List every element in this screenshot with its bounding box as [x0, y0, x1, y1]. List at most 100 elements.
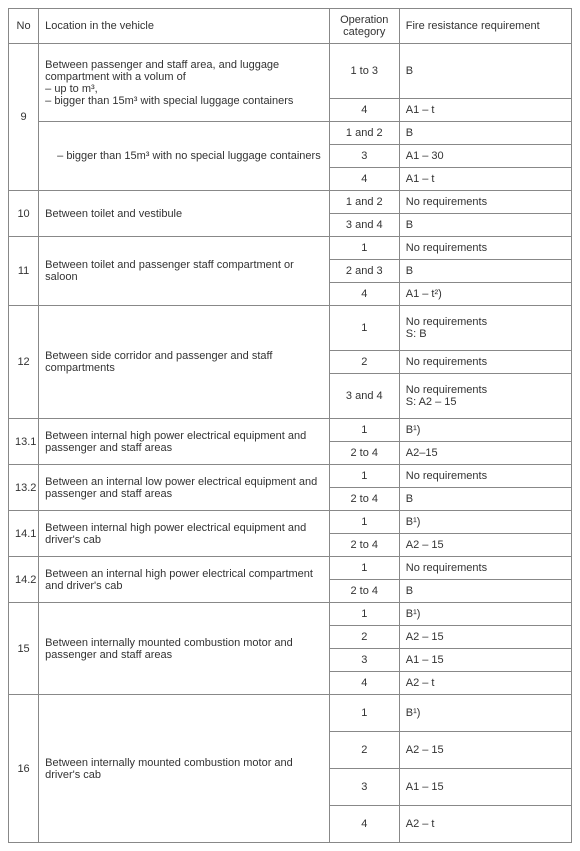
cell-fire: A1 – 15 [399, 769, 571, 806]
cell-fire: No requirementsS: A2 – 15 [399, 374, 571, 419]
cell-fire: A2 – t [399, 672, 571, 695]
cell-no: 9 [9, 44, 39, 191]
table-row: – bigger than 15m³ with no special lugga… [9, 122, 572, 145]
cell-op: 3 [329, 649, 399, 672]
cell-no: 14.2 [9, 557, 39, 603]
cell-loc: Between internal high power electrical e… [39, 419, 330, 465]
cell-op: 2 [329, 626, 399, 649]
cell-no: 14.1 [9, 511, 39, 557]
cell-fire: B [399, 214, 571, 237]
cell-op: 3 [329, 769, 399, 806]
cell-op: 1 to 3 [329, 44, 399, 99]
cell-fire: No requirementsS: B [399, 306, 571, 351]
cell-op: 4 [329, 672, 399, 695]
cell-fire: A2 – 15 [399, 626, 571, 649]
cell-fire: A2–15 [399, 442, 571, 465]
table-row: 13.2 Between an internal low power elect… [9, 465, 572, 488]
cell-no: 13.1 [9, 419, 39, 465]
cell-fire: No requirements [399, 237, 571, 260]
cell-fire: A1 – t [399, 168, 571, 191]
cell-op: 2 and 3 [329, 260, 399, 283]
hdr-fire: Fire resistance requirement [399, 9, 571, 44]
cell-op: 1 [329, 237, 399, 260]
cell-op: 3 and 4 [329, 214, 399, 237]
cell-loc: Between toilet and passenger staff compa… [39, 237, 330, 306]
cell-loc: Between toilet and vestibule [39, 191, 330, 237]
cell-loc: – bigger than 15m³ with no special lugga… [39, 122, 330, 191]
cell-fire: B [399, 260, 571, 283]
cell-no: 15 [9, 603, 39, 695]
table-row: 9 Between passenger and staff area, and … [9, 44, 572, 99]
table-row: 13.1 Between internal high power electri… [9, 419, 572, 442]
cell-op: 2 to 4 [329, 488, 399, 511]
cell-fire: B¹) [399, 419, 571, 442]
cell-loc: Between an internal low power electrical… [39, 465, 330, 511]
table-row: 11 Between toilet and passenger staff co… [9, 237, 572, 260]
table-header-row: No Location in the vehicle Operation cat… [9, 9, 572, 44]
cell-loc: Between side corridor and passenger and … [39, 306, 330, 419]
cell-no: 12 [9, 306, 39, 419]
cell-fire: A1 – t²) [399, 283, 571, 306]
table-row: 14.1 Between internal high power electri… [9, 511, 572, 534]
cell-op: 2 to 4 [329, 580, 399, 603]
cell-op: 1 [329, 419, 399, 442]
hdr-loc: Location in the vehicle [39, 9, 330, 44]
cell-op: 1 and 2 [329, 191, 399, 214]
cell-fire: No requirements [399, 351, 571, 374]
cell-op: 1 [329, 695, 399, 732]
cell-fire: A1 – 30 [399, 145, 571, 168]
table-row: 12 Between side corridor and passenger a… [9, 306, 572, 351]
table-row: 16 Between internally mounted combustion… [9, 695, 572, 732]
cell-fire: A1 – t [399, 99, 571, 122]
cell-fire: B [399, 44, 571, 99]
hdr-op: Operation category [329, 9, 399, 44]
cell-fire: B [399, 122, 571, 145]
text: – bigger than 15m³ with special luggage … [45, 95, 293, 107]
cell-no: 13.2 [9, 465, 39, 511]
cell-fire: B¹) [399, 695, 571, 732]
cell-op: 1 [329, 465, 399, 488]
cell-fire: B¹) [399, 603, 571, 626]
cell-op: 3 and 4 [329, 374, 399, 419]
cell-op: 4 [329, 806, 399, 843]
cell-op: 4 [329, 99, 399, 122]
cell-op: 1 [329, 306, 399, 351]
text: – bigger than 15m³ with no special lugga… [45, 150, 323, 162]
cell-op: 2 [329, 351, 399, 374]
cell-op: 1 and 2 [329, 122, 399, 145]
cell-loc: Between internally mounted combustion mo… [39, 603, 330, 695]
table-row: 10 Between toilet and vestibule 1 and 2 … [9, 191, 572, 214]
cell-op: 1 [329, 603, 399, 626]
cell-fire: A2 – t [399, 806, 571, 843]
cell-fire: A1 – 15 [399, 649, 571, 672]
cell-fire: No requirements [399, 557, 571, 580]
cell-loc: Between internally mounted combustion mo… [39, 695, 330, 843]
cell-loc: Between an internal high power electrica… [39, 557, 330, 603]
cell-fire: No requirements [399, 465, 571, 488]
cell-op: 3 [329, 145, 399, 168]
cell-op: 1 [329, 557, 399, 580]
text: Between passenger and staff area, and lu… [45, 59, 279, 83]
cell-op: 2 to 4 [329, 534, 399, 557]
cell-op: 4 [329, 168, 399, 191]
fire-requirements-table: No Location in the vehicle Operation cat… [8, 8, 572, 843]
table-row: 14.2 Between an internal high power elec… [9, 557, 572, 580]
cell-op: 2 [329, 732, 399, 769]
cell-op: 1 [329, 511, 399, 534]
cell-fire: B [399, 488, 571, 511]
cell-fire: A2 – 15 [399, 732, 571, 769]
cell-no: 11 [9, 237, 39, 306]
cell-op: 4 [329, 283, 399, 306]
cell-fire: B [399, 580, 571, 603]
cell-fire: B¹) [399, 511, 571, 534]
text: – up to m³, [45, 83, 98, 95]
cell-no: 16 [9, 695, 39, 843]
cell-op: 2 to 4 [329, 442, 399, 465]
cell-fire: No requirements [399, 191, 571, 214]
table-row: 15 Between internally mounted combustion… [9, 603, 572, 626]
hdr-no: No [9, 9, 39, 44]
cell-loc: Between internal high power electrical e… [39, 511, 330, 557]
cell-loc: Between passenger and staff area, and lu… [39, 44, 330, 122]
cell-fire: A2 – 15 [399, 534, 571, 557]
cell-no: 10 [9, 191, 39, 237]
